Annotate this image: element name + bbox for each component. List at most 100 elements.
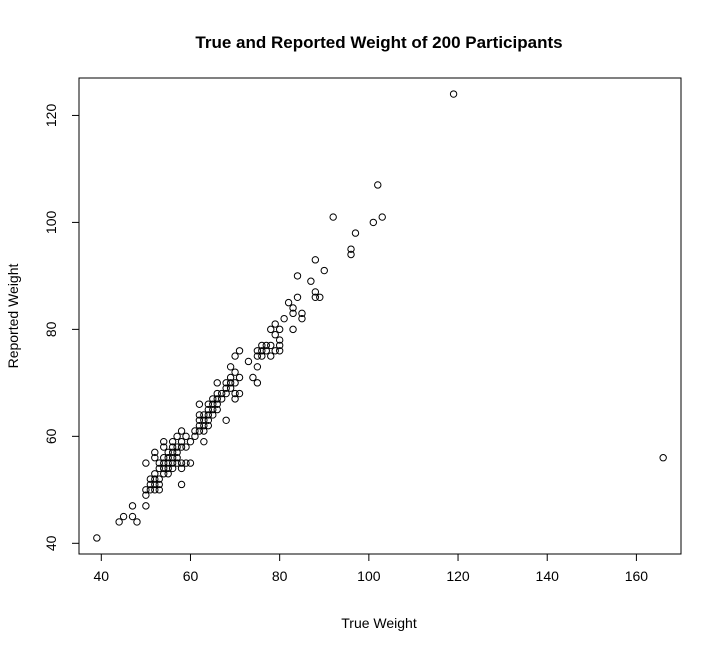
data-point xyxy=(307,277,315,285)
data-point xyxy=(289,309,297,318)
data-point xyxy=(164,464,172,473)
data-point xyxy=(155,480,163,489)
data-point xyxy=(142,491,150,499)
data-point xyxy=(275,336,284,344)
data-point xyxy=(267,352,275,360)
data-point xyxy=(311,293,320,301)
data-point xyxy=(151,480,159,489)
data-point xyxy=(374,181,382,189)
data-point xyxy=(213,400,221,408)
data-point xyxy=(226,379,235,387)
data-point xyxy=(142,459,150,467)
data-point xyxy=(151,475,159,483)
data-point xyxy=(191,427,199,435)
data-point xyxy=(235,347,244,355)
y-tick-label: 80 xyxy=(43,321,59,337)
x-tick-label: 40 xyxy=(94,568,110,584)
data-point xyxy=(320,266,328,275)
data-point xyxy=(258,347,266,355)
data-point xyxy=(253,347,262,355)
data-point xyxy=(222,384,230,392)
data-point xyxy=(182,443,190,451)
data-point xyxy=(160,464,168,473)
data-point xyxy=(209,411,217,419)
data-point xyxy=(275,325,284,334)
data-point xyxy=(168,464,177,473)
data-point xyxy=(347,245,355,253)
data-point xyxy=(244,357,253,366)
x-tick-label: 100 xyxy=(357,568,381,584)
data-point xyxy=(155,464,163,473)
data-point xyxy=(200,416,208,424)
data-point xyxy=(155,475,163,483)
data-point xyxy=(226,363,235,371)
data-point xyxy=(146,475,155,483)
data-point xyxy=(378,213,386,221)
data-point xyxy=(311,256,320,264)
data-point xyxy=(275,341,284,350)
y-tick-label: 120 xyxy=(43,104,59,128)
data-point xyxy=(231,389,239,398)
data-point xyxy=(200,421,208,430)
x-tick-label: 160 xyxy=(625,568,649,584)
data-point xyxy=(262,347,270,355)
data-point xyxy=(284,298,293,307)
data-point xyxy=(217,395,226,403)
data-point xyxy=(168,454,177,462)
data-point xyxy=(267,341,275,350)
data-point xyxy=(168,448,177,457)
data-point xyxy=(347,250,355,259)
data-point xyxy=(298,314,306,323)
data-point xyxy=(173,454,181,462)
data-point xyxy=(182,432,190,441)
data-point xyxy=(177,459,186,467)
data-point xyxy=(160,459,168,467)
data-point xyxy=(213,389,221,398)
chart-title: True and Reported Weight of 200 Particip… xyxy=(195,33,562,52)
data-point xyxy=(226,373,235,382)
data-point xyxy=(195,421,204,430)
data-point xyxy=(222,379,230,387)
data-point xyxy=(258,352,266,360)
data-point xyxy=(200,427,208,435)
data-point xyxy=(151,470,159,478)
data-point xyxy=(293,293,302,301)
y-axis-label: Reported Weight xyxy=(5,263,21,368)
data-point xyxy=(217,389,226,398)
data-point xyxy=(115,518,123,526)
data-point xyxy=(160,443,168,451)
data-point xyxy=(271,320,279,328)
data-point xyxy=(160,470,168,478)
data-point xyxy=(449,90,458,98)
data-point xyxy=(133,518,141,526)
data-point xyxy=(275,347,284,355)
data-point xyxy=(160,437,168,446)
data-point xyxy=(168,459,177,467)
data-point xyxy=(200,411,208,419)
data-point xyxy=(155,486,163,494)
data-point xyxy=(128,512,137,521)
data-point xyxy=(258,341,266,350)
data-point xyxy=(164,470,172,478)
data-point xyxy=(151,448,159,457)
data-point xyxy=(173,459,181,467)
data-point xyxy=(173,432,181,441)
data-point xyxy=(186,437,195,446)
data-point xyxy=(351,229,360,237)
data-point xyxy=(177,443,186,451)
data-point xyxy=(160,454,168,462)
data-point xyxy=(173,443,181,451)
data-point xyxy=(177,480,186,489)
data-points xyxy=(93,90,667,542)
data-point xyxy=(213,395,221,403)
data-point xyxy=(142,502,150,510)
data-point xyxy=(289,325,297,334)
data-point xyxy=(146,480,155,489)
data-point xyxy=(231,368,239,376)
data-point xyxy=(659,454,667,462)
data-point xyxy=(164,459,172,467)
data-point xyxy=(177,464,186,473)
data-point xyxy=(253,379,262,387)
data-point xyxy=(213,405,221,414)
